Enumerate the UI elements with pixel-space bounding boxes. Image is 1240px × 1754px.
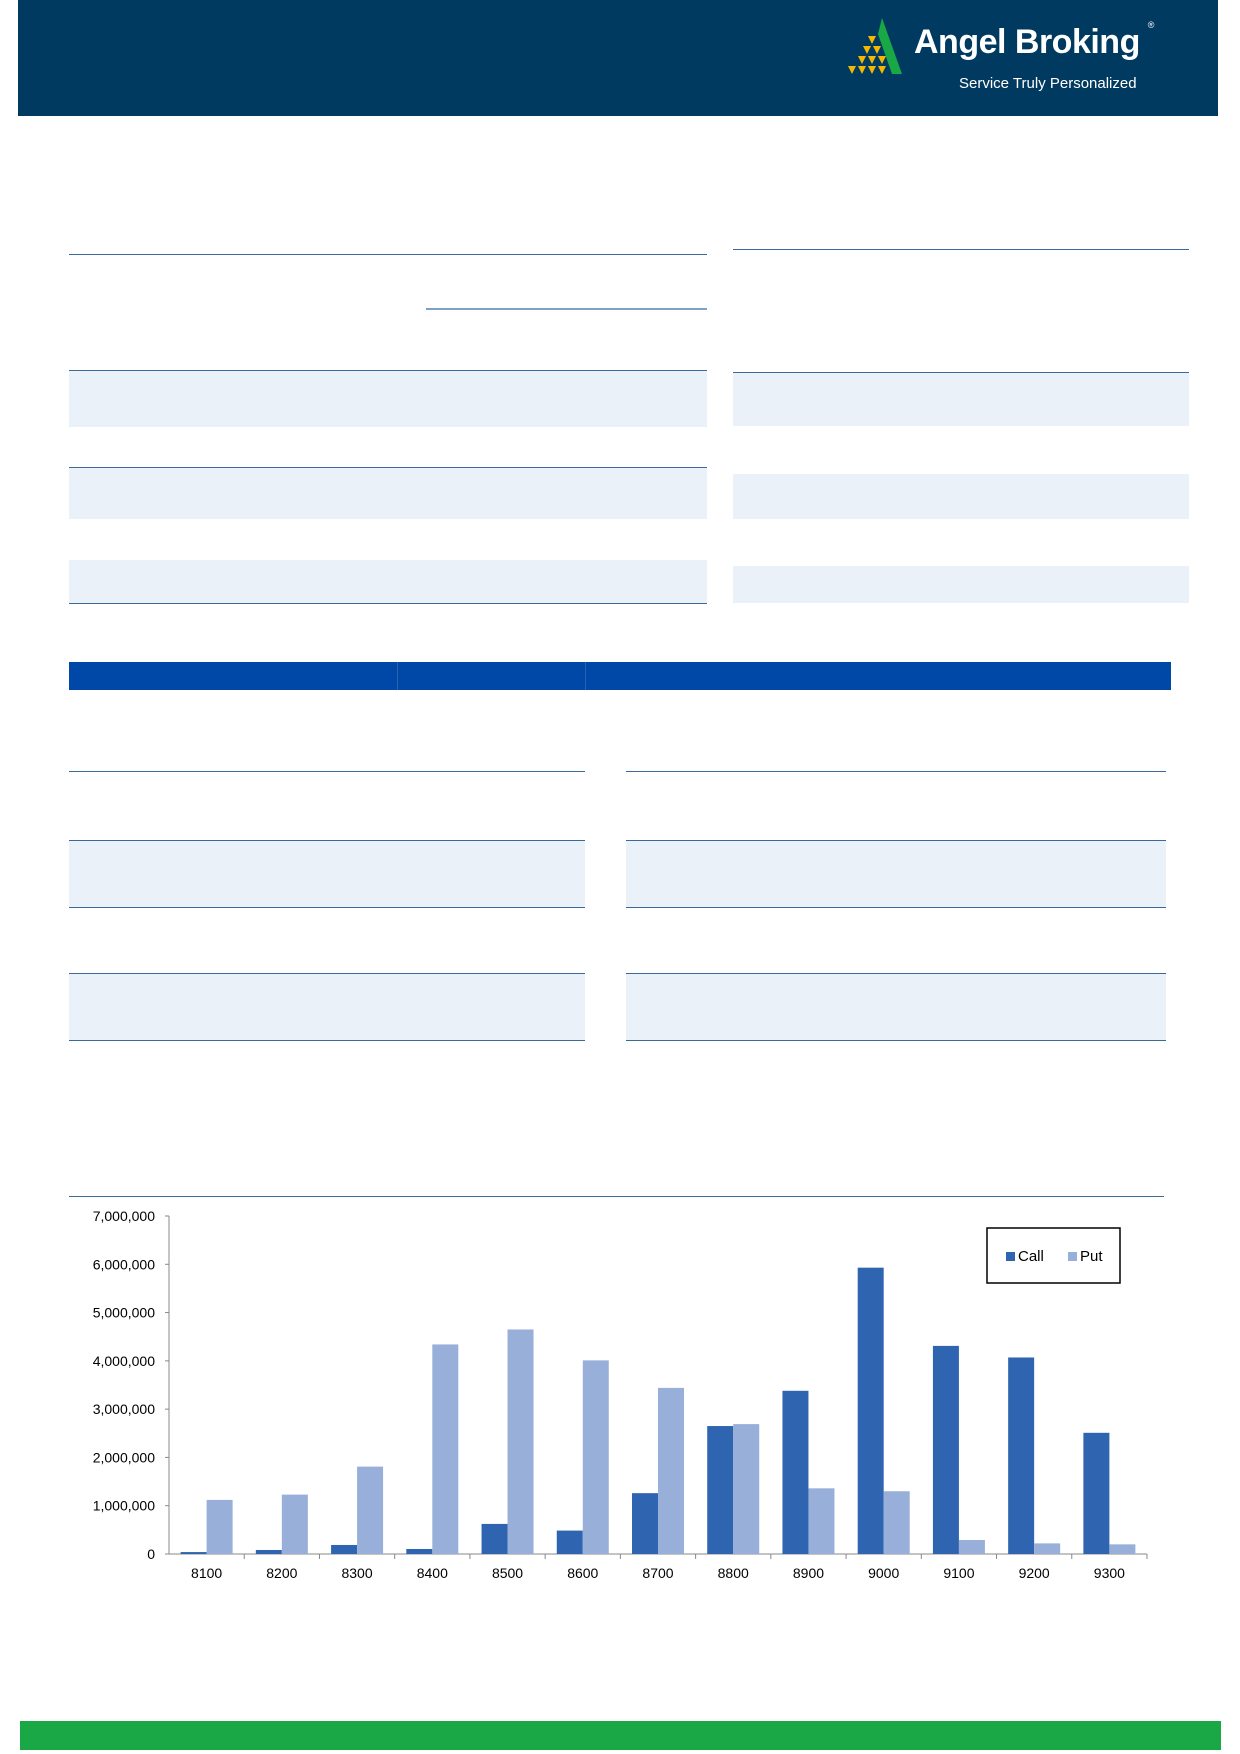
bar-call-8300 <box>331 1544 358 1554</box>
x-tick-label: 8900 <box>793 1565 824 1581</box>
bar-call-8800 <box>707 1426 734 1554</box>
bar-put-8800 <box>733 1424 760 1554</box>
table-row <box>69 370 707 427</box>
table-rule <box>69 1040 585 1041</box>
table-rule <box>69 771 585 772</box>
bar-call-8200 <box>255 1549 282 1554</box>
bar-put-8100 <box>206 1499 233 1554</box>
table-row <box>626 973 1166 1040</box>
table-rule <box>626 973 1166 974</box>
page-footer-bar <box>20 1721 1221 1750</box>
bar-put-9200 <box>1034 1543 1061 1554</box>
y-tick-label: 6,000,000 <box>93 1256 155 1272</box>
bar-call-8900 <box>782 1390 809 1554</box>
angel-broking-logo: Angel Broking ® Service Truly Personalize… <box>844 12 1194 108</box>
table-rule <box>69 973 585 974</box>
legend-swatch-call <box>1006 1252 1015 1261</box>
bar-call-8600 <box>556 1530 583 1554</box>
table-row <box>69 840 585 907</box>
bar-call-8100 <box>180 1552 207 1554</box>
table-rule <box>733 249 1189 250</box>
brand-text: Angel Broking <box>914 23 1140 61</box>
table-row <box>733 566 1189 603</box>
bar-call-9300 <box>1083 1432 1110 1554</box>
bar-call-8400 <box>406 1548 433 1554</box>
bar-put-8700 <box>658 1387 684 1554</box>
open-interest-chart: 0 1,000,000 2,000,000 3,000,000 4,000,000 5,0… <box>93 1208 1148 1581</box>
legend-label-put: Put <box>1080 1248 1103 1265</box>
bar-put-8600 <box>582 1360 609 1554</box>
y-tick-label: 3,000,000 <box>93 1401 155 1417</box>
brand-name: Angel Broking ® <box>914 20 1155 62</box>
brand-tagline: Service Truly Personalized <box>959 75 1137 92</box>
table-rule <box>69 603 707 604</box>
column-separator <box>397 662 398 690</box>
table-rule <box>426 308 707 310</box>
x-tick-label: 9100 <box>943 1565 974 1581</box>
bar-call-8700 <box>632 1493 658 1554</box>
x-tick-label: 8400 <box>417 1565 448 1581</box>
bar-put-8300 <box>357 1466 384 1554</box>
column-separator <box>585 662 586 690</box>
x-tick-label: 9300 <box>1094 1565 1125 1581</box>
table-row <box>733 372 1189 426</box>
bar-call-9000 <box>857 1267 884 1554</box>
bar-put-8900 <box>808 1488 835 1554</box>
x-tick-label: 8100 <box>191 1565 222 1581</box>
logo-pyramid-icon <box>848 18 902 74</box>
y-tick-label: 7,000,000 <box>93 1208 155 1224</box>
x-tick-label: 8700 <box>642 1565 673 1581</box>
table-rule <box>69 907 585 908</box>
bar-put-9300 <box>1109 1544 1136 1554</box>
x-tick-label: 8600 <box>567 1565 598 1581</box>
bar-put-8400 <box>432 1344 459 1554</box>
y-tick-label: 5,000,000 <box>93 1305 155 1321</box>
table-rule <box>626 840 1166 841</box>
x-tick-label: 9000 <box>868 1565 899 1581</box>
table-rule <box>69 254 707 255</box>
x-tick-label: 8800 <box>718 1565 749 1581</box>
bar-put-9100 <box>958 1539 985 1554</box>
table-rule <box>626 771 1166 772</box>
table-row <box>733 474 1189 519</box>
legend-swatch-put <box>1068 1252 1077 1261</box>
registered-mark: ® <box>1147 20 1155 30</box>
table-rule <box>69 840 585 841</box>
x-tick-label: 8200 <box>266 1565 297 1581</box>
table-row <box>626 840 1166 907</box>
bar-put-8500 <box>507 1329 534 1554</box>
bar-call-9100 <box>932 1345 959 1554</box>
x-tick-label: 8300 <box>341 1565 372 1581</box>
y-tick-label: 2,000,000 <box>93 1449 155 1465</box>
table-rule <box>69 467 707 468</box>
legend-label-call: Call <box>1018 1248 1044 1265</box>
table-rule <box>626 907 1166 908</box>
table-row <box>69 467 707 519</box>
table-row <box>69 560 707 603</box>
page-header: Angel Broking ® Service Truly Personalize… <box>18 0 1218 116</box>
y-tick-label: 4,000,000 <box>93 1353 155 1369</box>
bar-call-8500 <box>481 1523 508 1554</box>
y-tick-label: 0 <box>147 1546 155 1562</box>
table-rule <box>69 370 707 371</box>
chart-section-rule <box>69 1196 1164 1197</box>
table-row <box>69 973 585 1040</box>
table-rule <box>626 1040 1166 1041</box>
x-tick-label: 8500 <box>492 1565 523 1581</box>
section-header-bar <box>69 662 1171 690</box>
x-tick-label: 9200 <box>1019 1565 1050 1581</box>
table-rule <box>733 372 1189 373</box>
bar-put-8200 <box>281 1494 308 1554</box>
y-tick-label: 1,000,000 <box>93 1498 155 1514</box>
bar-put-9000 <box>883 1491 910 1554</box>
bar-call-9200 <box>1008 1357 1035 1554</box>
